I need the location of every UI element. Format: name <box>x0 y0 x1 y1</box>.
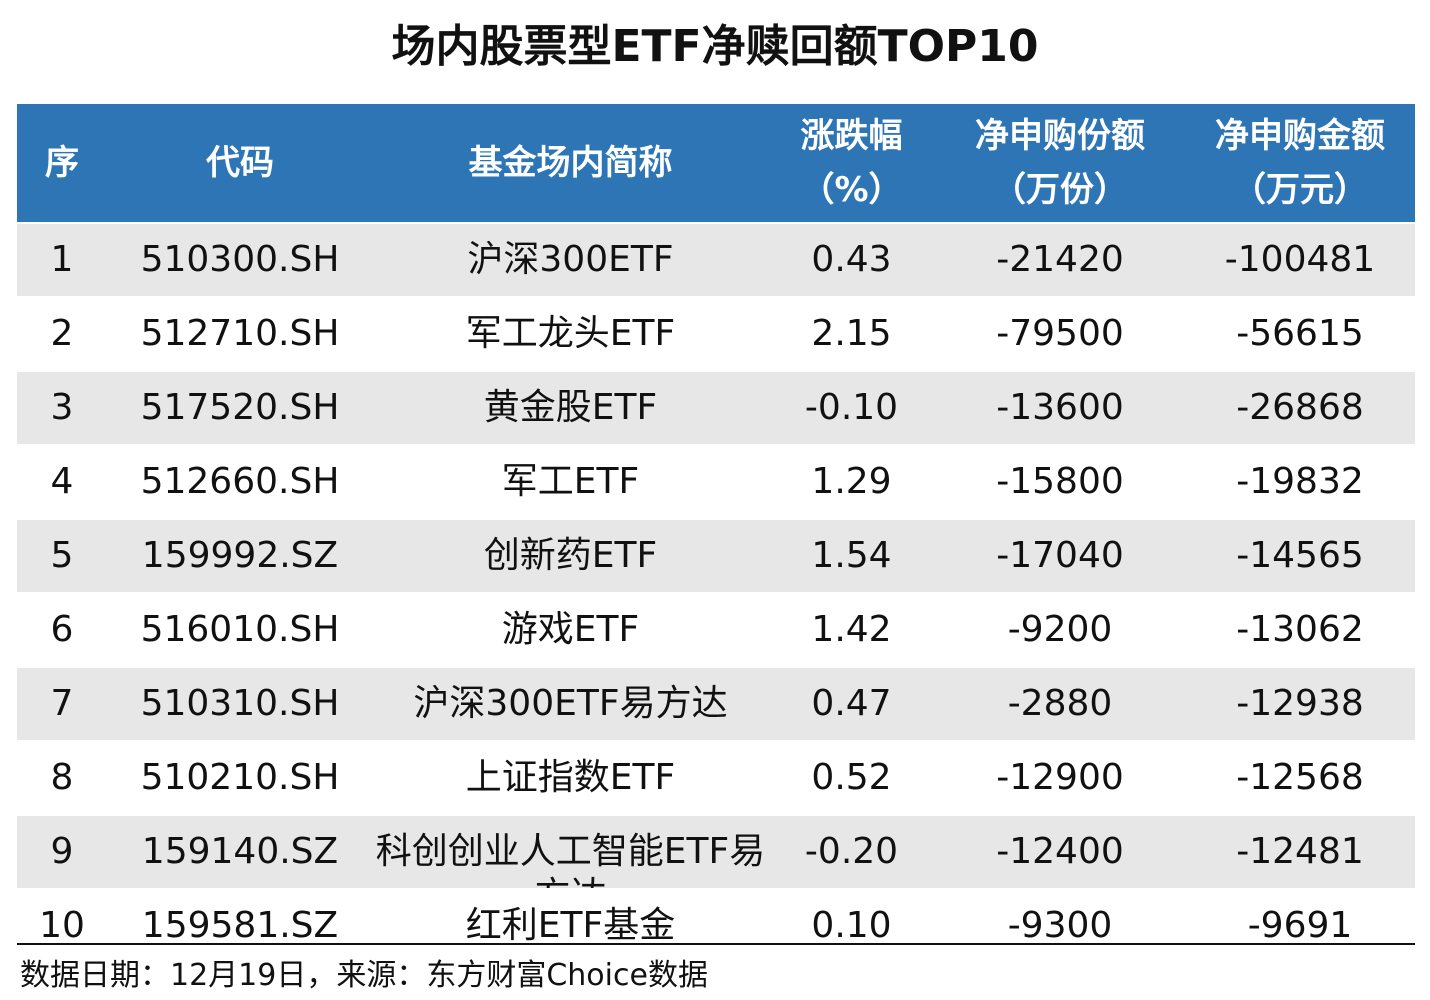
header-cell: 净申购份额 （万份） <box>935 104 1185 222</box>
table-cell: 510310.SH <box>140 683 340 724</box>
header-cell: 基金场内简称 <box>373 104 768 222</box>
table-row: 8 510210.SH 上证指数ETF 0.52 -12900 -12568 <box>17 742 1415 814</box>
footer: 数据日期：12月19日，来源：东方财富Choice数据 <box>20 958 708 993</box>
table-cell: -21420 <box>996 239 1124 280</box>
table-cell: 510300.SH <box>140 239 340 280</box>
table: 序 代码 基金场内简称 涨跌幅 （%） 净申购份额 （万份） 净申购金额 （万元） 1 510300… <box>17 104 1415 962</box>
table-cell: 7 <box>50 683 74 724</box>
table-cell: -100481 <box>1224 239 1376 280</box>
table-cell: 沪深300ETF <box>467 239 674 280</box>
table-cell: 0.10 <box>811 905 892 946</box>
header-text: 净申购金额 <box>1215 116 1385 156</box>
table-cell: 3 <box>50 387 74 428</box>
table-cell: -0.10 <box>804 387 899 428</box>
table-cell: 黄金股ETF <box>483 387 658 428</box>
table-cell: 红利ETF基金 <box>465 905 676 946</box>
table-cell: -2880 <box>1007 683 1113 724</box>
table-cell: -13062 <box>1236 609 1364 650</box>
table-cell: 军工龙头ETF <box>465 313 676 354</box>
table-cell: 159992.SZ <box>141 535 339 576</box>
table-cell: -12900 <box>996 757 1124 798</box>
table-cell: 6 <box>50 609 74 650</box>
table-cell: 512660.SH <box>140 461 340 502</box>
table-cell: 1 <box>50 239 74 280</box>
table-row: 7 510310.SH 沪深300ETF易方达 0.47 -2880 -12938 <box>17 668 1415 740</box>
table-cell: -15800 <box>996 461 1124 502</box>
table-cell: 上证指数ETF <box>465 757 676 798</box>
table-cell: -79500 <box>996 313 1124 354</box>
table-cell: 5 <box>50 535 74 576</box>
header-row: 序 代码 基金场内简称 涨跌幅 （%） 净申购份额 （万份） 净申购金额 （万元） <box>17 104 1415 222</box>
table-cell: 9 <box>50 831 74 872</box>
table-row: 3 517520.SH 黄金股ETF -0.10 -13600 -26868 <box>17 372 1415 444</box>
table-cell: -12568 <box>1236 757 1364 798</box>
header-text: 基金场内简称 <box>468 143 673 183</box>
table-cell: 科创创业人工智能ETF易方达 <box>375 831 766 888</box>
table-row: 5 159992.SZ 创新药ETF 1.54 -17040 -14565 <box>17 520 1415 592</box>
table-cell: 159140.SZ <box>141 831 339 872</box>
header-text: 净申购份额 <box>975 116 1145 156</box>
table-cell: 2.15 <box>811 313 892 354</box>
table-cell: 510210.SH <box>140 757 340 798</box>
table-cell: 517520.SH <box>140 387 340 428</box>
table-cell: 8 <box>50 757 74 798</box>
table-row: 6 516010.SH 游戏ETF 1.42 -9200 -13062 <box>17 594 1415 666</box>
table-cell: -12400 <box>996 831 1124 872</box>
table-cell: 2 <box>50 313 74 354</box>
table-cell: -12938 <box>1236 683 1364 724</box>
header-text: （%） <box>800 170 903 210</box>
table-row: 10 159581.SZ 红利ETF基金 0.10 -9300 -9691 <box>17 890 1415 962</box>
table-cell: 10 <box>39 905 85 946</box>
header-cell: 涨跌幅 （%） <box>768 104 935 222</box>
table-cell: -0.20 <box>804 831 899 872</box>
header-cell: 代码 <box>107 104 373 222</box>
table-cell: 512710.SH <box>140 313 340 354</box>
table-cell: -56615 <box>1236 313 1364 354</box>
header-text: （万元） <box>1232 170 1368 210</box>
table-cell: 516010.SH <box>140 609 340 650</box>
table-cell: 0.52 <box>811 757 892 798</box>
header-cell: 净申购金额 （万元） <box>1185 104 1415 222</box>
table-cell: -9691 <box>1247 905 1353 946</box>
header-cell: 序 <box>17 104 107 222</box>
table-cell: -19832 <box>1236 461 1364 502</box>
table-cell: 沪深300ETF易方达 <box>413 683 728 724</box>
header-text: 代码 <box>206 143 274 183</box>
header-text: （万份） <box>992 170 1128 210</box>
table-cell: -12481 <box>1236 831 1364 872</box>
table-cell: -9300 <box>1007 905 1113 946</box>
header-text: 涨跌幅 <box>800 116 903 156</box>
table-cell: -9200 <box>1007 609 1113 650</box>
table-cell: 1.54 <box>811 535 892 576</box>
table-row: 9 159140.SZ 科创创业人工智能ETF易方达 -0.20 -12400 -1248… <box>17 816 1415 888</box>
header-text: 序 <box>45 143 79 183</box>
table-cell: 0.43 <box>811 239 892 280</box>
title: 场内股票型ETF净赎回额TOP10 <box>391 21 1039 72</box>
table-cell: 军工ETF <box>501 461 640 502</box>
table-cell: -13600 <box>996 387 1124 428</box>
table-row: 4 512660.SH 军工ETF 1.29 -15800 -19832 <box>17 446 1415 518</box>
table-cell: 1.42 <box>811 609 892 650</box>
table-cell: -26868 <box>1236 387 1364 428</box>
table-cell: 创新药ETF <box>483 535 658 576</box>
table-cell: 4 <box>50 461 74 502</box>
table-cell: 159581.SZ <box>141 905 339 946</box>
table-row: 2 512710.SH 军工龙头ETF 2.15 -79500 -56615 <box>17 298 1415 370</box>
table-cell: 游戏ETF <box>501 609 640 650</box>
rule <box>17 943 1415 945</box>
table-row: 1 510300.SH 沪深300ETF 0.43 -21420 -100481 <box>17 224 1415 296</box>
table-cell: -14565 <box>1236 535 1364 576</box>
table-cell: 1.29 <box>811 461 892 502</box>
table-cell: -17040 <box>996 535 1124 576</box>
table-cell: 0.47 <box>811 683 892 724</box>
